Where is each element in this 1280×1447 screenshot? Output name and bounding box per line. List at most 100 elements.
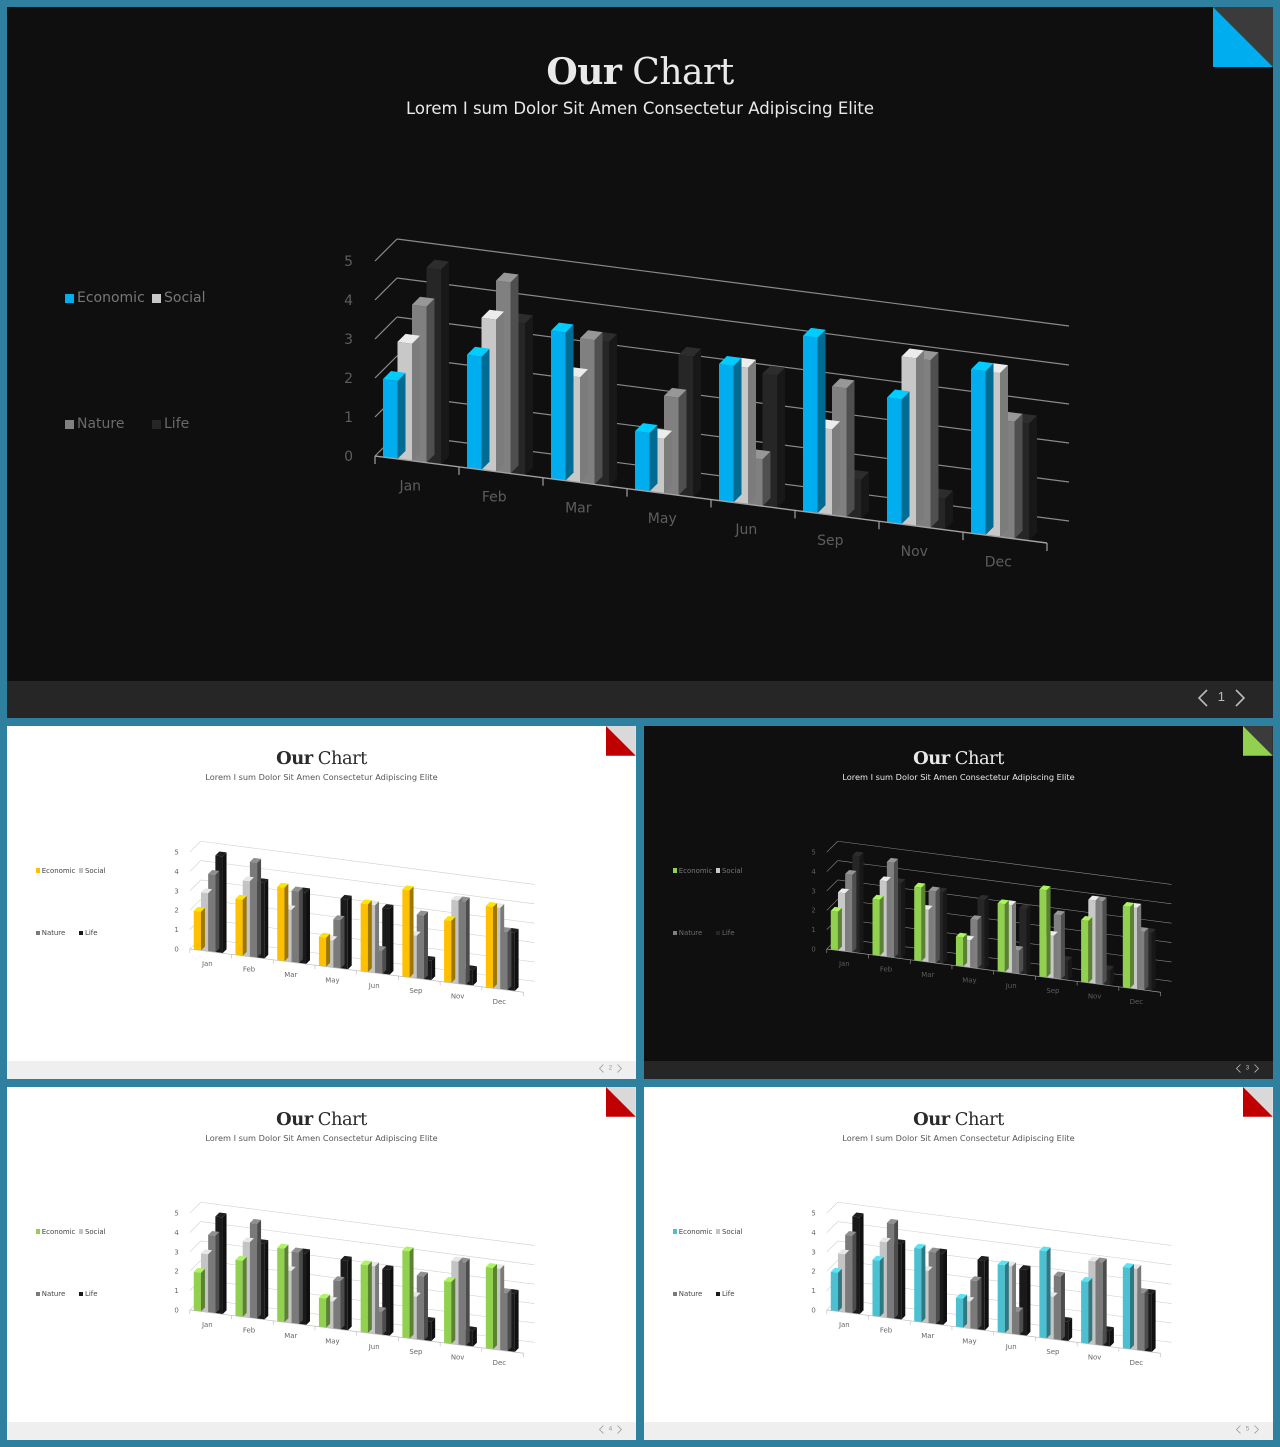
slide-2[interactable]: Our Chart Lorem I sum Dolor Sit Amen Cons… (7, 726, 636, 1079)
bar-side-face (846, 380, 855, 518)
bar-top-face (901, 348, 924, 359)
chevron-left-icon[interactable] (1235, 1425, 1241, 1436)
page-navigation: 4 (598, 1425, 623, 1436)
x-tick-label: Feb (482, 489, 507, 505)
bar-economic (360, 899, 372, 973)
chevron-left-icon[interactable] (1197, 689, 1208, 710)
y-tick-label: 2 (344, 371, 353, 387)
bar-side-face (409, 886, 414, 978)
bar-top-face (360, 1260, 372, 1266)
legend-item-nature: Nature (65, 416, 124, 432)
page-navigation: 3 (1235, 1064, 1260, 1075)
bar-top-face (485, 902, 497, 907)
x-tick-label: Nov (451, 993, 465, 1001)
bar-side-face (837, 907, 842, 951)
bar-top-face (887, 389, 910, 400)
bar-side-face (837, 1268, 842, 1312)
bar-side-face (1088, 1277, 1093, 1344)
chevron-right-icon[interactable] (617, 1064, 623, 1075)
bar-side-face (977, 1277, 982, 1330)
bar-front-face (444, 919, 452, 983)
bar-side-face (333, 1297, 338, 1329)
bar-side-face (458, 896, 463, 984)
x-tick-label: Nov (901, 544, 928, 560)
legend-label-nature: Nature (41, 929, 66, 938)
legend-swatch-social (716, 1229, 721, 1234)
chevron-left-icon[interactable] (598, 1425, 604, 1436)
legend-swatch-life (152, 419, 161, 429)
legend-item-social: Social (716, 1228, 743, 1236)
x-tick-label: Sep (409, 1348, 423, 1356)
bar-side-face (945, 490, 953, 530)
bar-top-face (955, 932, 968, 938)
bar-front-face (1122, 905, 1131, 989)
gridline-side (374, 238, 398, 262)
chevron-right-icon[interactable] (1254, 1425, 1260, 1436)
bar-top-face (277, 1243, 289, 1249)
bar-side-face (1060, 1272, 1065, 1341)
x-tick-label: Dec (1130, 998, 1144, 1006)
y-tick-label: 5 (174, 1210, 178, 1218)
chevron-right-icon[interactable] (1254, 1064, 1260, 1075)
title-bold-word: Our (276, 1108, 313, 1130)
bar-front-face (872, 898, 880, 956)
bar-top-face (451, 895, 463, 901)
gridline-side (826, 841, 838, 853)
legend-label-social: Social (84, 1227, 106, 1236)
bar-top-face (1088, 895, 1100, 901)
title-bold-word: Our (546, 51, 622, 93)
page-subtitle: Lorem I sum Dolor Sit Amen Consectetur A… (842, 771, 1075, 782)
bar-top-face (886, 857, 899, 863)
bar-top-face (879, 876, 891, 882)
legend-item-nature: Nature (672, 929, 702, 937)
bar-top-face (235, 1255, 247, 1261)
x-tick-label: May (962, 976, 976, 984)
x-tick-label: Sep (409, 987, 423, 995)
bar-side-face (298, 887, 303, 964)
chevron-left-icon[interactable] (1235, 1064, 1241, 1075)
bar-top-face (208, 1230, 220, 1236)
x-tick-label: Nov (1088, 993, 1102, 1001)
bar-side-face (649, 425, 658, 492)
legend-label-economic: Economic (77, 290, 145, 306)
bar-top-face (872, 1255, 884, 1261)
legend-item-economic: Economic (672, 1228, 712, 1236)
bar-economic (1122, 902, 1134, 989)
bar-economic (444, 915, 456, 983)
bar-front-face (803, 335, 818, 514)
slide-3[interactable]: Our Chart Lorem I sum Dolor Sit Amen Cons… (644, 726, 1273, 1079)
bar-side-face (412, 335, 420, 461)
bar-side-face (249, 1238, 254, 1318)
legend-item-nature: Nature (672, 1290, 702, 1298)
chevron-right-icon[interactable] (1235, 689, 1246, 710)
bar-top-face (1081, 915, 1093, 921)
bar-top-face (277, 882, 289, 888)
slide-4[interactable]: Our Chart Lorem I sum Dolor Sit Amen Cons… (7, 1087, 636, 1440)
bar-side-face (901, 879, 906, 959)
bar-economic (193, 1267, 205, 1312)
bar-top-face (1122, 902, 1134, 907)
bar-chart: 0 1 2 3 4 5 Jan Feb Mar May Jun Sep Nov Dec (344, 238, 1070, 571)
x-tick-label: Dec (493, 998, 507, 1006)
bar-top-face (664, 387, 687, 398)
chevron-right-icon[interactable] (617, 1425, 623, 1436)
legend-label-economic: Economic (41, 866, 76, 875)
x-tick-label: Jun (1005, 1343, 1017, 1351)
bar-side-face (1060, 911, 1065, 980)
gridline-side (189, 841, 201, 853)
bar-side-face (985, 363, 994, 536)
bar-top-face (879, 1237, 891, 1243)
bar-front-face (1081, 1280, 1089, 1344)
bar-side-face (845, 1250, 850, 1313)
bar-economic (360, 1260, 372, 1334)
bar-front-face (193, 1271, 201, 1312)
bar-top-face (382, 1265, 394, 1271)
bar-front-face (551, 330, 566, 481)
slide-1[interactable]: Our Chart Lorem I sum Dolor Sit Amen Cons… (7, 7, 1273, 718)
chevron-left-icon[interactable] (598, 1064, 604, 1075)
bar-side-face (1109, 1327, 1114, 1347)
slide-5[interactable]: Our Chart Lorem I sum Dolor Sit Amen Cons… (644, 1087, 1273, 1440)
bar-economic (830, 1267, 842, 1312)
page-title: Our Chart (7, 51, 1273, 93)
y-tick-label: 0 (344, 449, 353, 465)
